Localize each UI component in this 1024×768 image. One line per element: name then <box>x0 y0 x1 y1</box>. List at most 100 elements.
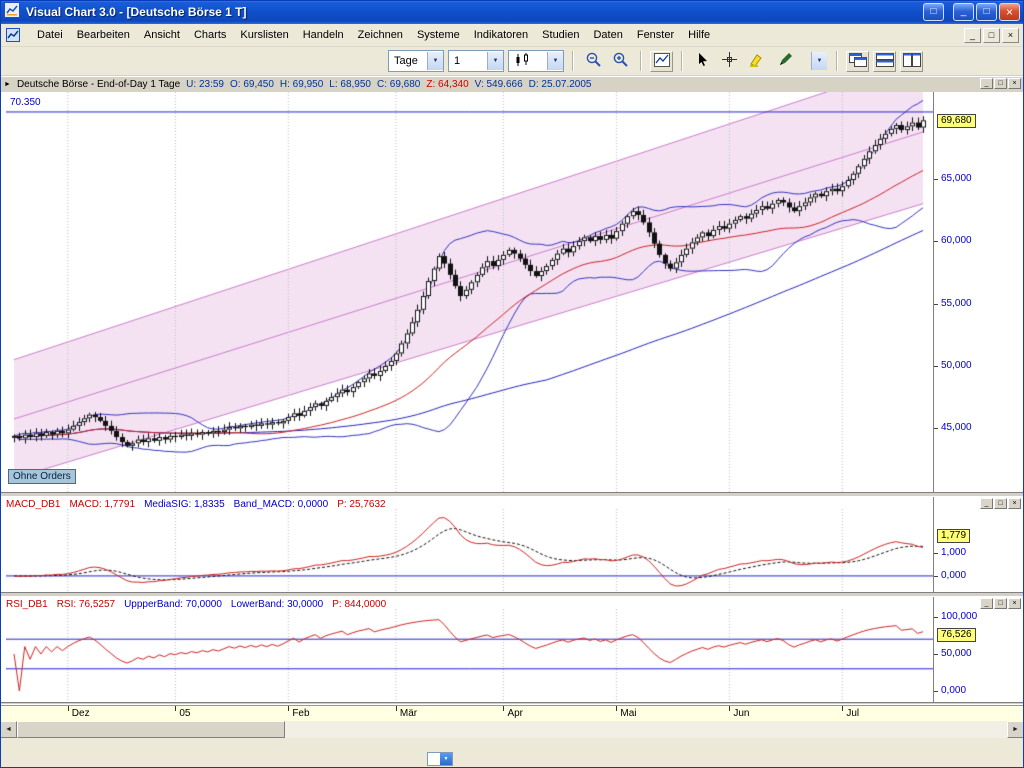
scroll-left-button[interactable]: ◄ <box>0 721 17 738</box>
y-axis-label: 45,000 <box>941 422 972 434</box>
time-axis[interactable]: Dez 05 Feb Mär Apr Mai Jun Jul <box>0 705 1024 721</box>
bottom-combobox[interactable]: ▼ <box>427 752 453 766</box>
macd-band: Band_MACD: 0,0000 <box>233 498 329 510</box>
macd-p: P: 25,7632 <box>337 498 386 510</box>
x-axis-tick <box>503 706 505 711</box>
zoom-in-icon <box>612 51 629 71</box>
panel-maximize-button[interactable]: □ <box>994 78 1007 89</box>
restore-button[interactable]: □ <box>976 3 997 21</box>
indicator-window-button[interactable] <box>650 50 673 72</box>
header-close: C: 69,680 <box>377 79 421 90</box>
close-button[interactable]: × <box>999 3 1020 21</box>
macd-chart-canvas[interactable] <box>6 509 933 592</box>
chevron-down-icon[interactable]: ▼ <box>427 52 443 70</box>
rsi-header: RSI_DB1 RSI: 76,5257 UppperBand: 70,0000… <box>6 598 386 610</box>
toolbar-separator <box>572 51 574 71</box>
header-high: H: 69,950 <box>279 79 324 90</box>
menu-fenster[interactable]: Fenster <box>636 29 675 41</box>
toolbar-separator <box>681 51 683 71</box>
chart-type-combobox[interactable]: ▼ <box>508 50 564 72</box>
pointer-tool-button[interactable] <box>691 51 714 72</box>
menu-charts[interactable]: Charts <box>193 29 227 41</box>
panel-minimize-button[interactable]: _ <box>980 598 993 609</box>
highlighter-tool-button[interactable] <box>745 51 768 72</box>
crosshair-tool-button[interactable] <box>718 51 741 72</box>
status-area: ▼ <box>0 738 1024 768</box>
chevron-down-icon[interactable]: ▼ <box>811 52 827 70</box>
rsi-value: RSI: 76,5257 <box>56 598 116 610</box>
y-axis-tick <box>934 552 938 554</box>
chevron-down-icon[interactable]: ▼ <box>547 52 563 70</box>
panel-maximize-button[interactable]: □ <box>994 598 1007 609</box>
panel-close-button[interactable]: × <box>1008 498 1021 509</box>
rsi-upperband: UppperBand: 70,0000 <box>124 598 222 610</box>
panel-splitter[interactable] <box>0 592 1024 597</box>
panel-splitter[interactable] <box>0 702 1024 705</box>
menu-bearbeiten[interactable]: Bearbeiten <box>76 29 130 41</box>
window-grid-icon <box>902 52 921 70</box>
menu-zeichnen[interactable]: Zeichnen <box>357 29 403 41</box>
menu-handeln[interactable]: Handeln <box>302 29 344 41</box>
titlebar-extra-button[interactable]: □ <box>923 3 944 21</box>
panel-minimize-button[interactable]: _ <box>980 498 993 509</box>
menu-studien[interactable]: Studien <box>542 29 580 41</box>
chevron-down-icon[interactable]: ▼ <box>487 52 503 70</box>
y-axis-tick <box>934 616 938 618</box>
mdi-restore-button[interactable]: □ <box>983 27 1000 43</box>
document-icon <box>6 27 26 43</box>
candlestick-icon <box>509 52 547 70</box>
period-combobox[interactable]: Tage ▼ <box>388 50 444 72</box>
series-title: Deutsche Börse - End-of-Day 1 Tage <box>16 79 181 90</box>
rsi-chart-canvas[interactable] <box>6 609 933 702</box>
y-axis-label: 100,000 <box>941 610 978 622</box>
menu-datei[interactable]: Datei <box>37 29 63 41</box>
x-axis-label: Apr <box>507 708 524 719</box>
menu-daten[interactable]: Daten <box>593 29 623 41</box>
window-title: Visual Chart 3.0 - [Deutsche Börse 1 T] <box>26 5 247 19</box>
y-axis-tick <box>934 241 938 243</box>
x-axis-tick <box>175 706 177 711</box>
scrollbar-thumb[interactable] <box>17 721 285 738</box>
panel-minimize-button[interactable]: _ <box>980 78 993 89</box>
chevron-down-icon[interactable]: ▼ <box>440 753 452 765</box>
window-cascade-button[interactable] <box>846 50 869 72</box>
y-axis-tick <box>934 653 938 655</box>
window-tile-icon <box>875 52 894 70</box>
mdi-minimize-button[interactable]: _ <box>964 27 981 43</box>
draw-tool-combobox[interactable]: ▼ <box>772 50 828 72</box>
panel-splitter[interactable] <box>0 492 1024 497</box>
pointer-icon <box>696 52 710 70</box>
minimize-button[interactable]: _ <box>953 3 974 21</box>
highlighter-icon <box>749 52 764 70</box>
menu-ansicht[interactable]: Ansicht <box>143 29 180 41</box>
panel-close-button[interactable]: × <box>1008 78 1021 89</box>
menu-systeme[interactable]: Systeme <box>416 29 460 41</box>
x-axis-tick <box>616 706 618 711</box>
panel-maximize-button[interactable]: □ <box>994 498 1007 509</box>
zoom-in-button[interactable] <box>609 51 632 72</box>
window-cascade-icon <box>848 52 867 70</box>
x-axis-label: Mai <box>620 708 637 719</box>
axis-separator-line <box>933 92 934 705</box>
titlebar[interactable]: Visual Chart 3.0 - [Deutsche Börse 1 T] … <box>0 0 1024 24</box>
horizontal-scrollbar[interactable]: ◄ ► <box>0 721 1024 738</box>
mdi-close-button[interactable]: × <box>1002 27 1019 43</box>
y-axis-tick <box>934 575 938 577</box>
scroll-right-button[interactable]: ► <box>1007 721 1024 738</box>
window-grid-button[interactable] <box>900 50 923 72</box>
panel-close-button[interactable]: × <box>1008 598 1021 609</box>
price-chart-canvas[interactable] <box>6 92 933 492</box>
menu-hilfe[interactable]: Hilfe <box>688 29 711 41</box>
zoom-out-icon <box>585 51 602 71</box>
menu-indikatoren[interactable]: Indikatoren <box>473 29 529 41</box>
y-axis-label: 50,000 <box>941 647 972 659</box>
zoom-out-button[interactable] <box>582 51 605 72</box>
menu-kurslisten[interactable]: Kurslisten <box>240 29 289 41</box>
macd-header: MACD_DB1 MACD: 1,7791 MediaSIG: 1,8335 B… <box>6 498 386 510</box>
y-axis-tick <box>934 690 938 692</box>
window-tile-button[interactable] <box>873 50 896 72</box>
compression-combobox[interactable]: 1 ▼ <box>448 50 504 72</box>
x-axis-label: Feb <box>292 708 310 719</box>
y-axis-tick <box>934 428 938 430</box>
